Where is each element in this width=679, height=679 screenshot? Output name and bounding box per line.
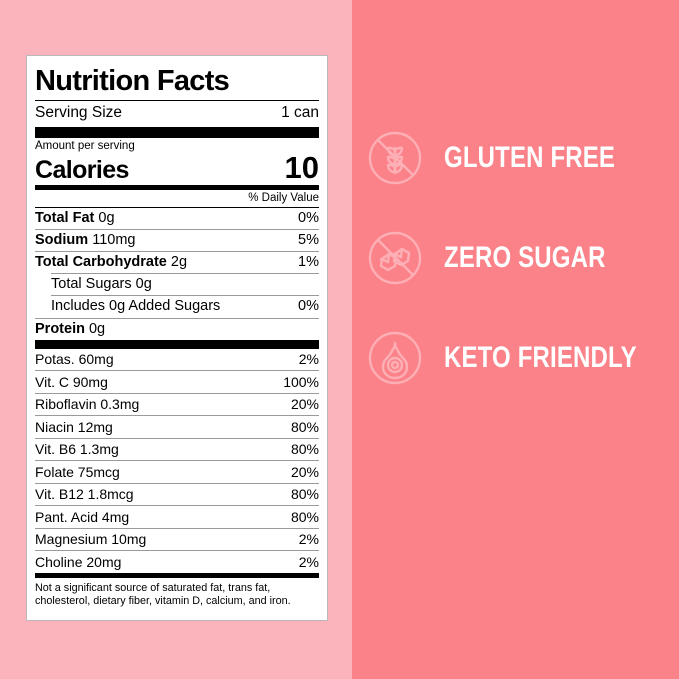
nutrient-row: Total Sugars 0g xyxy=(35,274,319,295)
nutrient-row: Total Carbohydrate 2g 1% xyxy=(35,252,319,273)
vitamin-name: Riboflavin 0.3mg xyxy=(35,396,140,413)
vitamin-dv: 80% xyxy=(290,418,319,435)
nutrient-name: Total Carbohydrate 2g xyxy=(35,254,188,271)
vitamin-name: Vit. C 90mg xyxy=(35,373,108,390)
feature-badge-gluten-free: GLUTEN FREE xyxy=(352,108,679,208)
nutrient-dv: 0% xyxy=(298,298,319,315)
divider-row xyxy=(35,251,319,253)
vitamin-row: Vit. C 90mg 100% xyxy=(35,371,319,393)
feature-badge-keto-friendly: KETO FRIENDLY xyxy=(352,308,679,408)
left-panel: Nutrition Facts Serving Size 1 can Amoun… xyxy=(26,55,328,621)
divider-row xyxy=(35,392,319,394)
nutrient-name: Total Fat 0g xyxy=(35,210,115,226)
nutrient-dv: 5% xyxy=(298,232,319,249)
nutrient-row: Total Fat 0g 0% xyxy=(35,208,319,229)
vitamin-name: Potas. 60mg xyxy=(35,351,114,368)
no-sugar-icon xyxy=(364,227,426,289)
footnote-text: Not a significant source of saturated fa… xyxy=(35,581,291,607)
vitamin-name: Niacin 12mg xyxy=(35,418,113,435)
divider-row xyxy=(35,370,319,372)
vitamin-name: Vit. B6 1.3mg xyxy=(35,441,119,458)
vitamin-dv: 80% xyxy=(290,441,319,458)
serving-size-value: 1 can xyxy=(281,104,319,122)
vitamin-dv: 80% xyxy=(290,486,319,503)
vitamin-row: Riboflavin 0.3mg 20% xyxy=(35,394,319,416)
nutrient-row: Sodium 110mg 5% xyxy=(35,230,319,251)
divider-row xyxy=(35,437,319,439)
vitamin-list: Potas. 60mg 2% Vit. C 90mg 100% Riboflav… xyxy=(35,349,319,573)
vitamin-dv: 100% xyxy=(283,373,319,390)
feature-label: KETO FRIENDLY xyxy=(444,341,637,374)
daily-value-header: % Daily Value xyxy=(248,192,319,205)
serving-size-row: Serving Size 1 can xyxy=(35,101,319,126)
feature-badge-list: GLUTEN FREE xyxy=(352,108,679,408)
vitamin-name: Vit. B12 1.8mcg xyxy=(35,486,134,503)
divider-row xyxy=(35,460,319,462)
divider-above-footnote xyxy=(35,572,319,578)
divider-row xyxy=(35,317,319,319)
calories-label: Calories xyxy=(35,156,129,185)
divider-row xyxy=(35,550,319,552)
divider-row xyxy=(51,273,319,275)
feature-label: GLUTEN FREE xyxy=(444,141,616,174)
vitamin-row: Magnesium 10mg 2% xyxy=(35,529,319,551)
nutrient-name: Includes 0g Added Sugars xyxy=(51,298,221,315)
right-panel: GLUTEN FREE xyxy=(352,0,679,679)
feature-badge-zero-sugar: ZERO SUGAR xyxy=(352,208,679,308)
amount-per-serving-label: Amount per serving xyxy=(35,139,135,152)
divider-row xyxy=(35,415,319,417)
divider-row xyxy=(35,207,319,208)
divider-row xyxy=(35,229,319,231)
divider-row xyxy=(35,527,319,529)
divider-under-calories xyxy=(35,185,319,191)
divider-row xyxy=(51,295,319,297)
divider-row xyxy=(35,505,319,507)
divider-thick-bottom xyxy=(35,339,319,349)
feature-label: ZERO SUGAR xyxy=(444,241,606,274)
nutrient-name: Sodium 110mg xyxy=(35,232,136,249)
nutrient-dv: 1% xyxy=(298,254,319,271)
nutrition-facts-title: Nutrition Facts xyxy=(35,65,230,97)
vitamin-dv: 2% xyxy=(298,351,319,368)
vitamin-row: Folate 75mcg 20% xyxy=(35,461,319,483)
divider-thick-top xyxy=(35,126,319,138)
nutrient-dv: 0% xyxy=(298,210,319,226)
vitamin-dv: 80% xyxy=(290,508,319,525)
divider-row xyxy=(35,482,319,484)
nutrient-row: Includes 0g Added Sugars 0% xyxy=(35,296,319,317)
vitamin-name: Folate 75mcg xyxy=(35,463,120,480)
vitamin-dv: 2% xyxy=(298,531,319,548)
serving-size-label: Serving Size xyxy=(35,104,123,122)
vitamin-row: Vit. B6 1.3mg 80% xyxy=(35,439,319,461)
calories-value: 10 xyxy=(284,150,319,186)
vitamin-name: Choline 20mg xyxy=(35,553,122,570)
vitamin-dv: 20% xyxy=(290,463,319,480)
vitamin-row: Niacin 12mg 80% xyxy=(35,416,319,438)
vitamin-row: Potas. 60mg 2% xyxy=(35,349,319,371)
divider-under-title xyxy=(35,100,319,102)
nutrient-name: Total Sugars 0g xyxy=(51,276,152,293)
vitamin-dv: 20% xyxy=(290,396,319,413)
vitamin-name: Pant. Acid 4mg xyxy=(35,508,130,525)
vitamin-row: Vit. B12 1.8mcg 80% xyxy=(35,484,319,506)
nutrient-name: Protein 0g xyxy=(35,320,106,337)
nutrient-row: Protein 0g xyxy=(35,319,319,340)
vitamin-row: Pant. Acid 4mg 80% xyxy=(35,506,319,528)
avocado-icon xyxy=(364,327,426,389)
vitamin-row: Choline 20mg 2% xyxy=(35,551,319,573)
nutrition-facts-card: Nutrition Facts Serving Size 1 can Amoun… xyxy=(26,55,328,621)
vitamin-dv: 2% xyxy=(298,553,319,570)
calories-row: Calories 10 xyxy=(35,152,319,185)
no-gluten-icon xyxy=(364,127,426,189)
vitamin-name: Magnesium 10mg xyxy=(35,531,147,548)
